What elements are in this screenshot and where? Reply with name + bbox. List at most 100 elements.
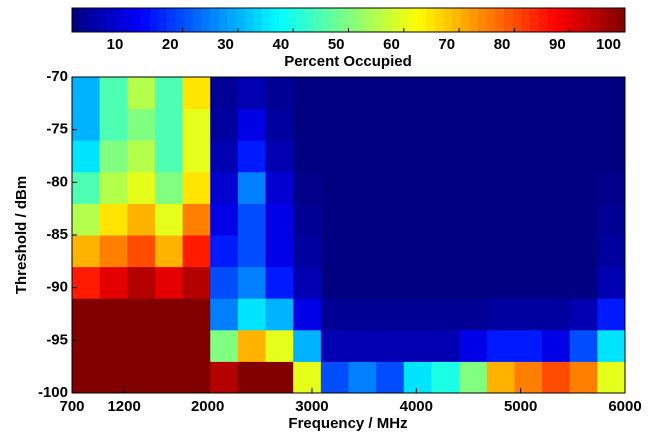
heat-cell	[182, 298, 211, 331]
heat-cell	[348, 298, 377, 331]
x-tick-label: 3000	[295, 398, 328, 415]
y-tick-label: -80	[46, 173, 68, 190]
colorbar-step	[322, 8, 332, 32]
heat-cell	[597, 203, 626, 236]
heat-cell	[182, 266, 211, 299]
heat-cell	[597, 77, 626, 110]
heat-cell	[376, 171, 405, 204]
heat-cell	[210, 77, 239, 110]
heat-cell	[569, 361, 598, 394]
colorbar-step	[89, 8, 99, 32]
heat-cell	[182, 140, 211, 173]
heat-cell	[514, 329, 543, 362]
heat-cell	[542, 77, 571, 110]
colorbar-step	[97, 8, 107, 32]
heat-cell	[154, 235, 184, 268]
heat-cell	[99, 329, 128, 362]
heat-cell	[182, 235, 211, 268]
colorbar-step	[158, 8, 168, 32]
colorbar-step	[262, 8, 272, 32]
heat-cell	[514, 77, 543, 110]
colorbar-step	[123, 8, 133, 32]
heat-cell	[542, 298, 571, 331]
x-tick-label: 700	[59, 398, 84, 415]
heat-cell	[210, 298, 239, 331]
heat-cell	[431, 235, 460, 268]
heat-cell	[320, 77, 349, 110]
heat-cell	[154, 171, 184, 204]
heat-cell	[348, 329, 377, 362]
heat-cell	[127, 77, 156, 110]
heat-cell	[210, 140, 239, 173]
heat-cell	[542, 329, 571, 362]
heat-cell	[154, 329, 184, 362]
heat-cell	[320, 235, 349, 268]
heat-cell	[293, 235, 322, 268]
heat-cell	[99, 298, 128, 331]
heat-cell	[265, 140, 294, 173]
heat-cell	[403, 361, 432, 394]
colorbar-step	[478, 8, 488, 32]
heat-cell	[265, 77, 294, 110]
colorbar-step	[348, 8, 358, 32]
heat-cell	[127, 235, 156, 268]
heat-cell	[237, 361, 267, 394]
heat-cell	[293, 298, 322, 331]
heat-cell	[293, 203, 322, 236]
colorbar-step	[288, 8, 297, 32]
heat-cell	[237, 203, 267, 236]
colorbar-step	[590, 8, 600, 32]
heat-cell	[293, 108, 322, 141]
x-tick-label: 5000	[504, 398, 537, 415]
heat-cell	[182, 77, 211, 110]
heat-cell	[182, 361, 211, 394]
heat-cell	[459, 361, 488, 394]
colorbar-step	[331, 8, 341, 32]
y-axis-label: Threshold / dBm	[13, 176, 30, 294]
heat-cell	[486, 203, 515, 236]
heat-cell	[514, 235, 543, 268]
heat-cell	[127, 298, 156, 331]
heat-cell	[99, 108, 128, 141]
heat-cell	[542, 361, 571, 394]
colorbar-step	[495, 8, 505, 32]
colorbar-tick-label: 60	[383, 36, 400, 53]
heat-cell	[403, 171, 432, 204]
heat-cell	[210, 361, 239, 394]
heat-cell	[210, 108, 239, 141]
heat-cell	[237, 108, 267, 141]
colorbar-step	[357, 8, 367, 32]
heat-cell	[403, 77, 432, 110]
heat-cell	[569, 108, 598, 141]
heat-cell	[486, 235, 515, 268]
heat-cell	[293, 266, 322, 299]
heat-cell	[403, 108, 432, 141]
heat-cell	[154, 77, 184, 110]
heat-cell	[597, 140, 626, 173]
heat-cell	[542, 235, 571, 268]
heat-cell	[348, 108, 377, 141]
y-tick-label: -100	[38, 384, 68, 401]
heat-cell	[320, 361, 349, 394]
heat-cell	[459, 298, 488, 331]
colorbar-step	[253, 8, 263, 32]
heat-cell	[127, 140, 156, 173]
heat-cell	[376, 329, 405, 362]
heat-cell	[72, 361, 101, 394]
heat-cell	[459, 140, 488, 173]
x-tick-label: 4000	[400, 398, 433, 415]
heat-cell	[154, 140, 184, 173]
heat-cell	[431, 203, 460, 236]
heat-cell	[320, 140, 349, 173]
heat-cell	[293, 329, 322, 362]
heat-cell	[569, 77, 598, 110]
heat-cell	[486, 77, 515, 110]
heat-cell	[154, 108, 184, 141]
colorbar-step	[339, 8, 349, 32]
heat-cell	[210, 203, 239, 236]
heat-cell	[486, 140, 515, 173]
heat-cell	[514, 266, 543, 299]
heat-cell	[348, 171, 377, 204]
